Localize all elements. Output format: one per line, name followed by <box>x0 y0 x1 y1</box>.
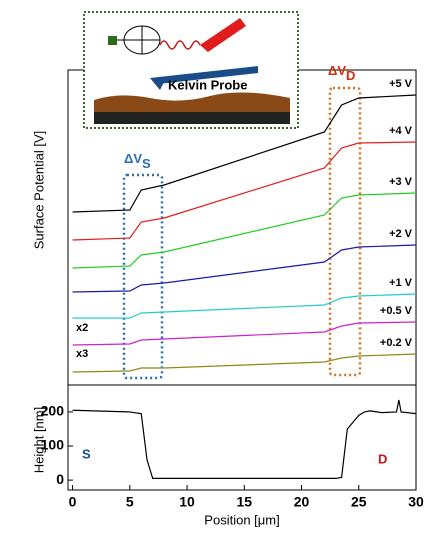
scale-note: x2 <box>76 322 88 334</box>
x-tick-label: 5 <box>126 494 134 510</box>
x-tick-label: 30 <box>408 494 424 510</box>
delta-sub: D <box>346 68 355 83</box>
trace <box>72 353 417 373</box>
x-tick-label: 0 <box>69 494 77 510</box>
dashed-box <box>328 86 362 377</box>
y-tick-label: 0 <box>56 471 64 487</box>
y-tick-label: 100 <box>41 437 65 453</box>
x-tick-label: 25 <box>351 494 367 510</box>
delta-sub: S <box>142 156 151 171</box>
x-label: Position [μm] <box>204 512 279 527</box>
series-label: +2 V <box>389 228 413 240</box>
scale-note: x3 <box>76 348 88 360</box>
trace <box>72 321 417 346</box>
trace <box>72 399 417 480</box>
inset-label: Kelvin Probe <box>168 77 247 92</box>
y-label: Height [nm] <box>31 407 46 473</box>
trace <box>72 94 417 213</box>
delta-text: ΔV <box>328 63 346 78</box>
trace <box>72 244 417 293</box>
series-label: +1 V <box>389 277 413 289</box>
series-label: +5 V <box>389 78 413 90</box>
x-tick-label: 20 <box>294 494 310 510</box>
inset: Kelvin Probe <box>83 11 299 129</box>
bottom-frame <box>67 384 417 491</box>
delta-text: ΔV <box>124 151 142 166</box>
delta-vs: ΔVS <box>124 151 151 171</box>
series-label: +3 V <box>389 176 413 188</box>
series-label: +4 V <box>389 125 413 137</box>
trace <box>72 141 417 241</box>
dashed-box <box>122 173 164 380</box>
y-label: Surface Potential [V] <box>31 131 46 250</box>
delta-vd: ΔVD <box>328 63 355 83</box>
y-tick-label: 200 <box>41 403 65 419</box>
x-tick-label: 10 <box>179 494 195 510</box>
trace <box>72 192 417 269</box>
series-label: +0.2 V <box>380 337 413 349</box>
electrode-label: S <box>82 446 91 461</box>
x-tick-label: 15 <box>237 494 253 510</box>
electrode-label: D <box>378 451 387 466</box>
trace <box>72 293 417 319</box>
series-label: +0.5 V <box>380 305 413 317</box>
